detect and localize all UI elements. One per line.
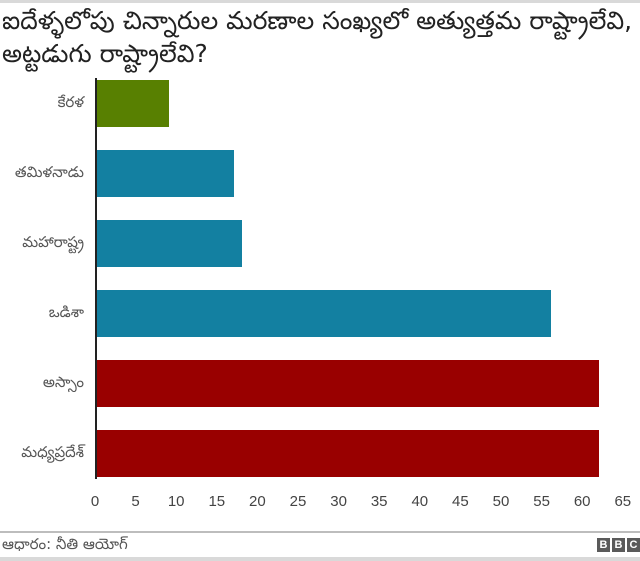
y-axis-line [95,78,97,479]
category-label: మధ్యప్రదేశ్ [21,442,84,461]
bar [96,430,600,477]
x-tick-label: 25 [289,493,307,510]
x-tick-label: 5 [131,493,140,510]
bbc-logo: B B C [597,538,640,552]
x-tick-label: 10 [167,493,185,510]
x-tick-label: 30 [330,493,347,510]
category-label: అస్సాం [42,372,84,391]
x-tick-label: 20 [249,493,266,510]
footer-divider [0,531,640,533]
x-tick-label: 40 [411,493,429,510]
bottom-strip [0,557,640,561]
x-tick-label: 0 [90,493,100,510]
x-tick-label: 45 [452,493,469,510]
x-tick-label: 50 [492,493,510,510]
category-label: మహారాష్ట్ర [22,232,84,251]
x-tick-label: 60 [573,493,591,510]
bbc-logo-letter: C [627,538,640,552]
x-tick-label: 15 [208,493,226,510]
bbc-logo-letter: B [612,538,625,552]
bar [96,150,235,197]
bar-chart: కేరళ తమిళనాడు మహారాష్ట్ర ఒడిశా అస్సాం మధ్యప్ర… [14,78,632,510]
x-tick-label: 65 [614,493,632,510]
category-label: ఒడిశా [48,302,84,321]
bar [96,290,551,337]
category-label: తమిళనాడు [14,162,84,181]
top-strip [0,0,640,3]
source-text: ఆధారం: నీతి ఆయోగ్ [2,535,128,553]
bbc-logo-letter: B [597,538,610,552]
x-tick-label: 55 [533,493,550,510]
category-label: కేరళ [57,92,84,111]
chart-title: ఐదేళ్ళలోపు చిన్నారుల మరణాల సంఖ్యలో అత్యు… [2,6,633,68]
bar [96,360,600,407]
bar [96,220,243,267]
x-tick-label: 35 [370,493,388,510]
footer: ఆధారం: నీతి ఆయోగ్ B B C [0,533,640,557]
bar [96,80,170,127]
